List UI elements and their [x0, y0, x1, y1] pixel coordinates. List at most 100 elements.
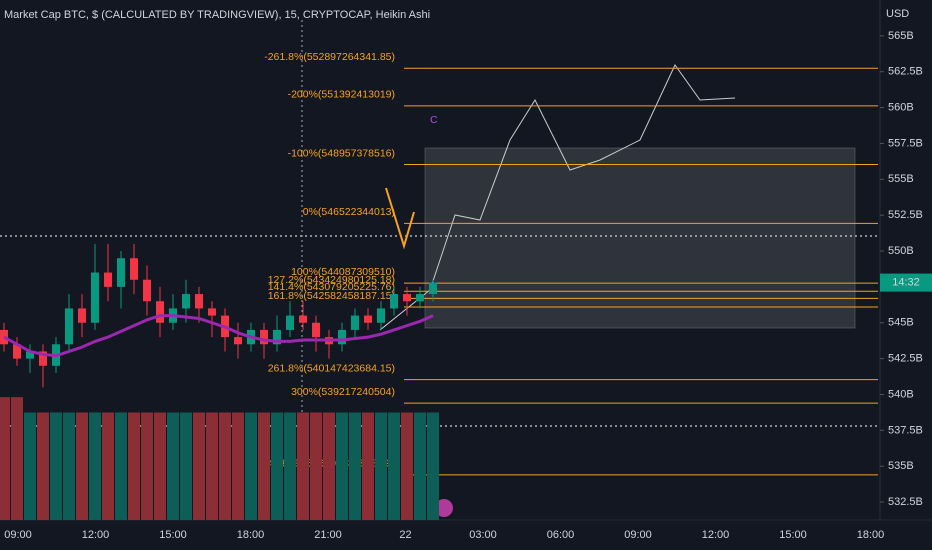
- candle-body: [403, 294, 411, 302]
- x-tick-label: 03:00: [469, 529, 497, 541]
- volume-bar: [0, 397, 10, 520]
- candle-body: [130, 258, 138, 280]
- candle-body: [416, 294, 424, 302]
- volume-bar: [349, 412, 361, 520]
- x-tick-label: 21:00: [314, 529, 342, 541]
- candle-body: [351, 315, 359, 330]
- volume-bar: [37, 412, 49, 520]
- volume-bar: [102, 412, 114, 520]
- y-tick-label: 560B: [888, 101, 914, 113]
- candle-body: [143, 279, 151, 302]
- volume-bar: [297, 412, 309, 520]
- candle-body: [390, 294, 398, 309]
- candle-body: [156, 301, 164, 323]
- candle-body: [65, 308, 73, 345]
- y-tick-label: 535B: [888, 460, 914, 472]
- fib-label: -261.8%(552897264341.85): [264, 51, 395, 63]
- x-tick-label: 06:00: [547, 529, 575, 541]
- volume-bar: [115, 412, 127, 520]
- volume-bar: [427, 412, 439, 520]
- price-tag-label: 14:32: [892, 276, 920, 288]
- volume-bar: [271, 412, 283, 520]
- y-tick-label: 557.5B: [888, 137, 923, 149]
- volume-bar: [284, 412, 296, 520]
- candle-body: [13, 344, 21, 359]
- volume-bar: [245, 412, 257, 520]
- volume-bar: [154, 412, 166, 520]
- x-tick-label: 15:00: [779, 529, 807, 541]
- fib-label: 141.4%(543079205225.76): [268, 281, 395, 293]
- y-tick-label: 545B: [888, 317, 914, 329]
- volume-bar: [128, 412, 140, 520]
- y-tick-label: 565B: [888, 30, 914, 42]
- candle-body: [39, 351, 47, 366]
- volume-bar: [11, 397, 23, 520]
- chart-title: Market Cap BTC, $ (CALCULATED BY TRADING…: [4, 9, 430, 21]
- y-tick-label: 532.5B: [888, 496, 923, 508]
- fib-label: -200%(551392413019): [288, 89, 395, 101]
- volume-bar: [76, 412, 88, 520]
- x-tick-label: 18:00: [237, 529, 265, 541]
- fib-label: 161.8%(542582458187.15): [268, 290, 395, 302]
- moving-average: [3, 314, 434, 358]
- candle-body: [195, 294, 203, 309]
- candle-body: [91, 272, 99, 323]
- candle-body: [312, 322, 320, 338]
- volume-bar: [310, 412, 322, 520]
- projection: [379, 64, 736, 331]
- volume-bar: [219, 412, 231, 520]
- volume-bar: [375, 412, 387, 520]
- candle-body: [78, 308, 86, 323]
- volume-bar: [232, 412, 244, 520]
- candle-body: [104, 272, 112, 287]
- fib-label: 261.8%(540147423684.15): [268, 362, 395, 374]
- volume-bar: [206, 412, 218, 520]
- candle-body: [234, 337, 242, 345]
- volume-bar: [401, 412, 413, 520]
- volume-bar: [167, 412, 179, 520]
- candle-body: [260, 329, 268, 345]
- price-tag: [880, 273, 932, 292]
- x-tick-label: 09:00: [624, 529, 652, 541]
- candle-body: [26, 351, 34, 359]
- candle-body: [208, 308, 216, 316]
- y-tick-label: 555B: [888, 173, 914, 185]
- volume-bar: [50, 412, 62, 520]
- candle-body: [182, 294, 190, 309]
- x-tick-label: 22: [399, 529, 411, 541]
- candle-body: [377, 308, 385, 323]
- fib-label: 100%(544087309510): [291, 266, 395, 278]
- fib-label: 300%(539217240504): [291, 386, 395, 398]
- y-tick-label: 542.5B: [888, 353, 923, 365]
- icon: [435, 499, 453, 517]
- y-tick-label: 552.5B: [888, 209, 923, 221]
- volume-bar: [180, 412, 192, 520]
- x-tick-label: 12:00: [82, 529, 110, 541]
- volume-bar: [388, 412, 400, 520]
- candle-body: [273, 329, 281, 345]
- candle-body: [0, 329, 8, 345]
- volume-bar: [258, 412, 270, 520]
- volume-bar: [63, 412, 75, 520]
- candle-body: [429, 282, 437, 295]
- candle-body: [338, 329, 346, 345]
- range-box: [424, 147, 856, 329]
- y-tick-label: 540B: [888, 388, 914, 400]
- marker-label: C: [430, 114, 438, 126]
- volume-bar: [141, 412, 153, 520]
- volume-bar: [193, 412, 205, 520]
- x-tick-label: 09:00: [4, 529, 32, 541]
- volume-bar: [362, 412, 374, 520]
- volume-bar: [24, 412, 36, 520]
- fib-label: 127.2%(543424980125.18): [268, 274, 395, 286]
- candle-body: [364, 315, 372, 323]
- candle-body: [299, 315, 307, 323]
- candle-body: [286, 315, 294, 330]
- volume-bar: [89, 412, 101, 520]
- volume-bar: [336, 412, 348, 520]
- fib-label: 0%(546522344013): [303, 206, 395, 218]
- fib-label: -100%(548957378516): [288, 147, 395, 159]
- y-tick-label: 537.5B: [888, 424, 923, 436]
- volume-bar: [414, 412, 426, 520]
